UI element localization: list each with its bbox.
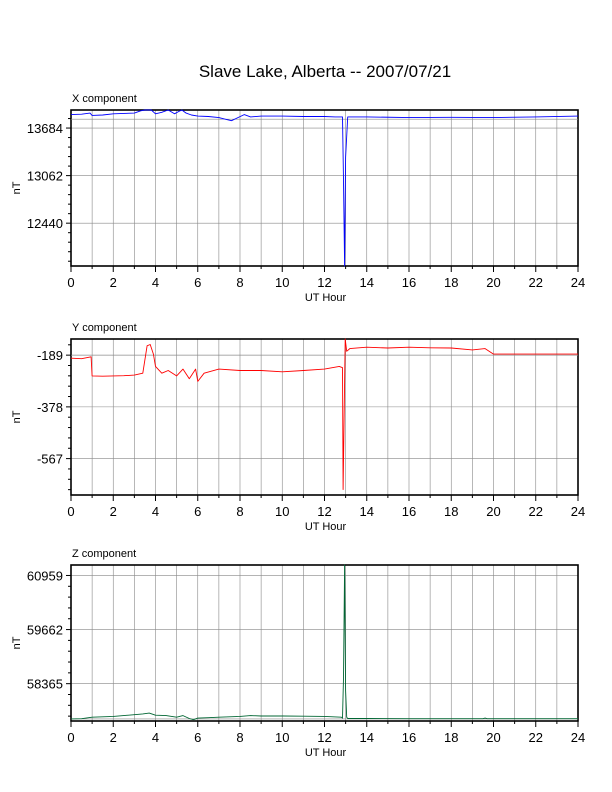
panel-title: X component	[72, 93, 137, 105]
x-tick-label: 6	[194, 504, 201, 519]
x-tick-label: 12	[317, 730, 331, 745]
x-tick-label: 18	[444, 504, 458, 519]
x-axis-label: UT Hour	[305, 292, 347, 304]
y-tick-label: 60959	[27, 568, 63, 583]
series-line	[70, 564, 578, 721]
panel-title: Y component	[72, 322, 137, 334]
y-axis-label: nT	[11, 636, 23, 649]
y-tick-label: 13684	[27, 121, 63, 136]
x-tick-label: 10	[275, 504, 289, 519]
x-tick-label: 8	[236, 504, 243, 519]
x-tick-label: 14	[360, 730, 374, 745]
series-line	[70, 338, 578, 490]
x-tick-label: 2	[110, 275, 117, 290]
y-tick-label: -567	[37, 452, 63, 467]
x-tick-label: 8	[236, 275, 243, 290]
x-tick-label: 16	[402, 504, 416, 519]
x-tick-label: 0	[67, 730, 74, 745]
x-tick-label: 20	[486, 275, 500, 290]
x-tick-label: 6	[194, 730, 201, 745]
y-tick-label: 13062	[27, 169, 63, 184]
x-tick-label: 14	[360, 275, 374, 290]
x-tick-label: 24	[571, 504, 585, 519]
x-tick-label: 22	[529, 275, 543, 290]
x-tick-label: 10	[275, 730, 289, 745]
y-axis-label: nT	[11, 181, 23, 194]
x-tick-label: 12	[317, 504, 331, 519]
x-tick-label: 20	[486, 504, 500, 519]
x-tick-label: 20	[486, 730, 500, 745]
x-tick-label: 22	[529, 730, 543, 745]
y-tick-label: 59662	[27, 623, 63, 638]
chart-title: Slave Lake, Alberta -- 2007/07/21	[199, 62, 451, 81]
x-tick-label: 18	[444, 730, 458, 745]
x-tick-label: 10	[275, 275, 289, 290]
series-line	[70, 109, 579, 267]
x-tick-label: 12	[317, 275, 331, 290]
y-tick-label: 58365	[27, 677, 63, 692]
x-tick-label: 4	[152, 275, 159, 290]
x-tick-label: 4	[152, 504, 159, 519]
x-axis-label: UT Hour	[305, 747, 347, 759]
x-tick-label: 0	[67, 504, 74, 519]
y-axis-label: nT	[11, 410, 23, 423]
x-tick-label: 6	[194, 275, 201, 290]
x-tick-label: 2	[110, 504, 117, 519]
x-tick-label: 18	[444, 275, 458, 290]
x-tick-label: 24	[571, 730, 585, 745]
x-tick-label: 2	[110, 730, 117, 745]
x-tick-label: 14	[360, 504, 374, 519]
x-tick-label: 24	[571, 275, 585, 290]
x-tick-label: 22	[529, 504, 543, 519]
x-axis-label: UT Hour	[305, 521, 347, 533]
y-tick-label: -189	[37, 348, 63, 363]
y-tick-label: 12440	[27, 216, 63, 231]
x-tick-label: 16	[402, 275, 416, 290]
y-tick-label: -378	[37, 400, 63, 415]
panel-title: Z component	[72, 548, 136, 560]
x-tick-label: 16	[402, 730, 416, 745]
x-tick-label: 8	[236, 730, 243, 745]
x-tick-label: 0	[67, 275, 74, 290]
x-tick-label: 4	[152, 730, 159, 745]
